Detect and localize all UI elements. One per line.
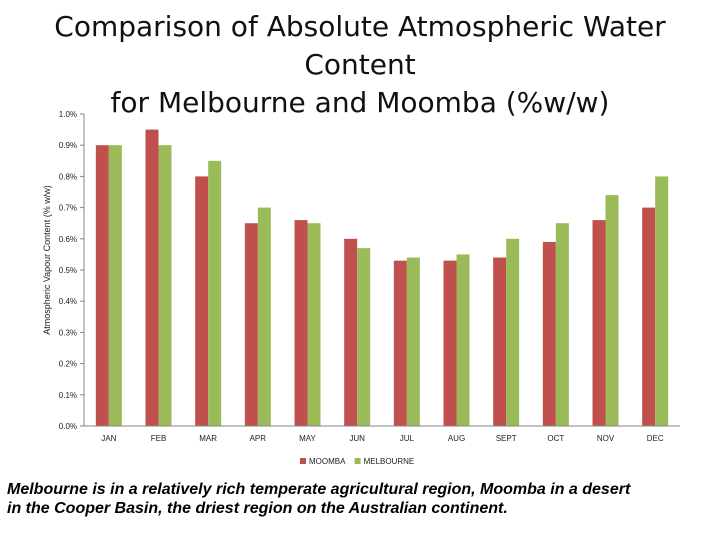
legend-swatch-moomba	[300, 458, 306, 464]
x-tick-label: OCT	[547, 434, 564, 443]
bar-moomba	[294, 220, 308, 426]
chart-title-line-2: for Melbourne and Moomba (%w/w)	[110, 86, 610, 119]
x-tick-label: DEC	[647, 434, 664, 443]
x-tick-label: MAY	[299, 434, 316, 443]
x-tick-label: JUL	[400, 434, 415, 443]
bar-moomba	[642, 207, 656, 426]
bar-moomba	[592, 220, 606, 426]
bar-melbourne	[506, 238, 520, 426]
bar-melbourne	[357, 248, 371, 426]
y-tick-label: 1.0%	[59, 110, 77, 119]
y-tick-label: 0.8%	[59, 172, 77, 181]
x-tick-label: NOV	[597, 434, 615, 443]
bar-moomba	[244, 223, 258, 426]
legend-label-melbourne: MELBOURNE	[364, 457, 415, 466]
x-tick-label: JUN	[349, 434, 365, 443]
y-tick-label: 0.3%	[59, 328, 77, 337]
legend: MOOMBA MELBOURNE	[300, 457, 414, 466]
y-tick-label: 0.9%	[59, 141, 77, 150]
y-tick-label: 0.4%	[59, 297, 77, 306]
x-tick-label: JAN	[101, 434, 116, 443]
y-tick-label: 0.2%	[59, 360, 77, 369]
chart-title: Comparison of Absolute Atmospheric Water…	[0, 8, 720, 122]
bar-melbourne	[406, 257, 420, 426]
chart-caption: Melbourne is in a relatively rich temper…	[7, 480, 717, 518]
bar-melbourne	[208, 160, 222, 427]
y-tick-label: 0.0%	[59, 422, 77, 431]
bar-melbourne	[605, 195, 619, 426]
x-axis: JAN FEB MAR APR MAY JUN JUL AUG SEPT OCT NOV DEC	[84, 425, 680, 443]
chart-title-line-1: Comparison of Absolute Atmospheric Water…	[54, 10, 666, 81]
x-tick-label: FEB	[151, 434, 167, 443]
bar-melbourne	[158, 145, 172, 426]
x-tick-label: SEPT	[496, 434, 517, 443]
legend-label-moomba: MOOMBA	[309, 457, 346, 466]
bar-melbourne	[257, 207, 271, 426]
bar-melbourne	[456, 254, 470, 426]
y-axis-title: Atmospheric Vapour Content (% w/w)	[42, 185, 52, 334]
bar-moomba	[493, 257, 507, 426]
bar-melbourne	[307, 223, 321, 426]
bar-moomba	[344, 238, 358, 426]
x-tick-label: APR	[250, 434, 267, 443]
bar-moomba	[393, 260, 407, 426]
y-tick-label: 0.1%	[59, 391, 77, 400]
y-axis: 0.0% 0.1% 0.2% 0.3% 0.4% 0.5% 0.6% 0.7% 0.8% 0.9%…	[59, 110, 85, 431]
bar-moomba	[542, 241, 556, 426]
x-tick-label: MAR	[199, 434, 217, 443]
bar-melbourne	[108, 145, 122, 426]
bars	[95, 129, 669, 427]
bar-moomba	[443, 260, 457, 426]
y-tick-label: 0.5%	[59, 266, 77, 275]
y-tick-label: 0.6%	[59, 235, 77, 244]
caption-line-2: in the Cooper Basin, the driest region o…	[7, 500, 508, 517]
bar-chart: 0.0% 0.1% 0.2% 0.3% 0.4% 0.5% 0.6% 0.7% 0.8% 0.9%…	[42, 110, 680, 466]
bar-moomba	[195, 176, 209, 426]
bar-moomba	[145, 129, 159, 426]
bar-melbourne	[655, 176, 669, 426]
bar-melbourne	[555, 223, 569, 426]
x-tick-label: AUG	[448, 434, 465, 443]
caption-line-1: Melbourne is in a relatively rich temper…	[7, 481, 631, 498]
legend-swatch-melbourne	[354, 458, 361, 464]
y-tick-label: 0.7%	[59, 204, 77, 213]
bar-moomba	[95, 145, 109, 426]
